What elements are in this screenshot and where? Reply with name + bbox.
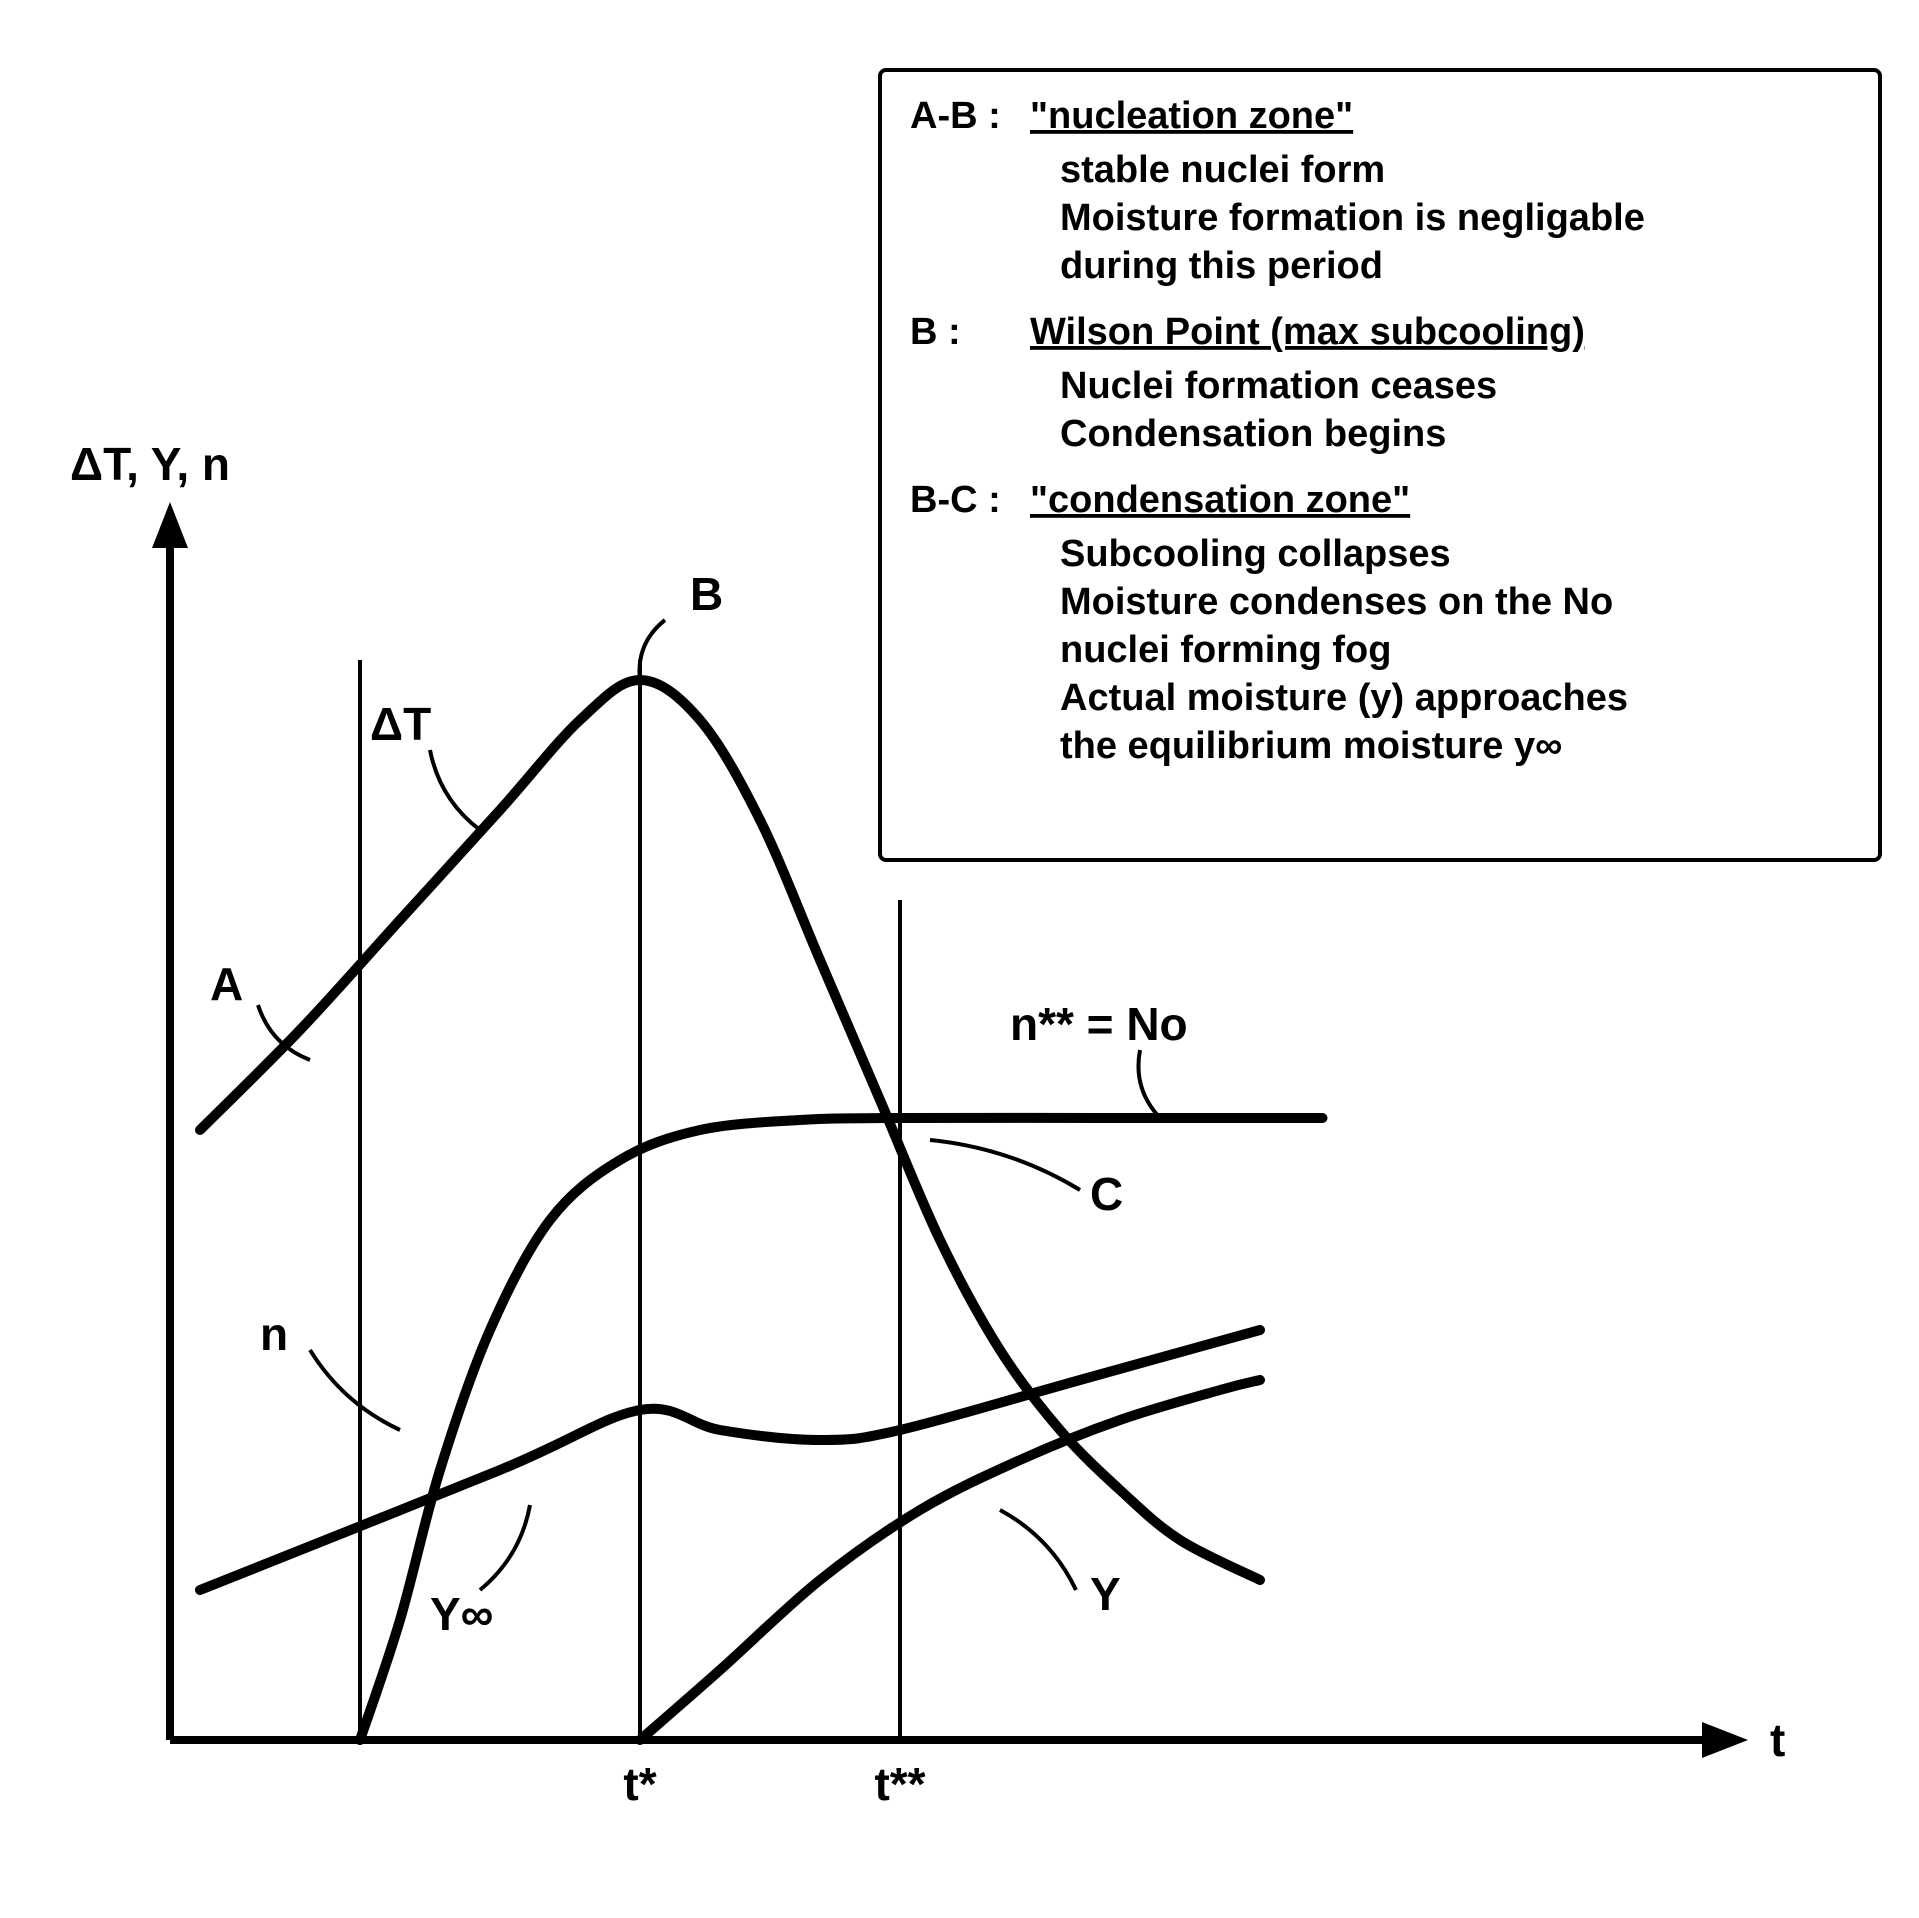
curve-n bbox=[360, 1118, 1323, 1740]
label-B: B bbox=[690, 568, 723, 620]
legend-entry-body-line: the equilibrium moisture y∞ bbox=[1060, 725, 1562, 767]
legend-entry-title: A-B : bbox=[910, 95, 1001, 137]
leader-n bbox=[310, 1350, 400, 1430]
legend-entry-body-line: Actual moisture (y) approaches bbox=[1060, 677, 1628, 719]
legend-entry-body-line: Subcooling collapses bbox=[1060, 533, 1451, 575]
guide-label-t_star2: t** bbox=[874, 1758, 925, 1810]
label-Y_label: Y bbox=[1090, 1568, 1121, 1620]
y-axis-arrow bbox=[152, 502, 188, 548]
label-A: A bbox=[210, 958, 243, 1010]
leader-Y bbox=[1000, 1510, 1076, 1590]
label-n_plateau: n** = No bbox=[1010, 998, 1188, 1050]
label-C: C bbox=[1090, 1168, 1123, 1220]
legend-entry-heading: Wilson Point (max subcooling) bbox=[1030, 311, 1585, 353]
legend-entry-body-line: stable nuclei form bbox=[1060, 149, 1385, 191]
legend-entry-body-line: during this period bbox=[1060, 245, 1383, 287]
leader-n_plateau bbox=[1138, 1050, 1160, 1118]
legend-entry-body-line: Nuclei formation ceases bbox=[1060, 365, 1497, 407]
legend-entry-body-line: Moisture condenses on the No bbox=[1060, 581, 1613, 623]
label-n_label: n bbox=[260, 1308, 288, 1360]
leader-B bbox=[639, 620, 665, 680]
legend-entry-body-line: nuclei forming fog bbox=[1060, 629, 1391, 671]
leader-deltaT bbox=[430, 750, 480, 830]
legend-entry-title: B : bbox=[910, 311, 961, 353]
label-Yinf_label: Y∞ bbox=[430, 1588, 493, 1640]
y-axis-label: ΔT, Y, n bbox=[70, 438, 230, 490]
guide-label-t_star: t* bbox=[623, 1758, 656, 1810]
x-axis-label: t bbox=[1770, 1714, 1785, 1766]
legend-entry-body-line: Moisture formation is negligable bbox=[1060, 197, 1645, 239]
legend-entry-heading: "nucleation zone" bbox=[1030, 95, 1353, 137]
legend-entry-heading: "condensation zone" bbox=[1030, 479, 1410, 521]
label-deltaT_label: ΔT bbox=[370, 698, 431, 750]
leader-Yinf bbox=[480, 1505, 530, 1590]
legend-entry-title: B-C : bbox=[910, 479, 1001, 521]
legend-entry-body-line: Condensation begins bbox=[1060, 413, 1446, 455]
x-axis-arrow bbox=[1702, 1722, 1748, 1758]
leader-C bbox=[930, 1140, 1080, 1190]
